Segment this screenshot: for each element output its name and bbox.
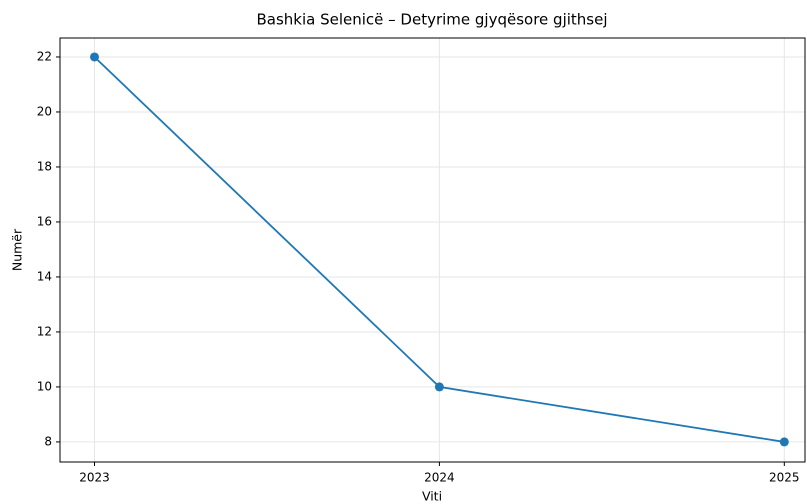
point: [434, 382, 444, 392]
y-axis-label: Numër: [10, 228, 25, 271]
y-tick-label: 18: [37, 159, 52, 173]
x-tick-label: 2024: [424, 471, 455, 485]
chart-title: Bashkia Selenicë – Detyrime gjyqësore gj…: [256, 11, 607, 29]
y-tick-label: 8: [44, 434, 52, 448]
y-tick-label: 22: [37, 49, 52, 63]
y-tick-label: 16: [37, 214, 52, 228]
y-tick-label: 10: [37, 379, 52, 393]
plot-frame: [59, 37, 806, 463]
point: [779, 437, 789, 447]
x-axis-label: Viti: [422, 489, 442, 504]
point: [89, 52, 99, 62]
y-tick-label: 12: [37, 324, 52, 338]
y-tick-label: 20: [37, 104, 52, 118]
y-tick-label: 14: [37, 269, 52, 283]
x-tick-label: 2023: [79, 471, 110, 485]
x-tick-label: 2025: [769, 471, 800, 485]
